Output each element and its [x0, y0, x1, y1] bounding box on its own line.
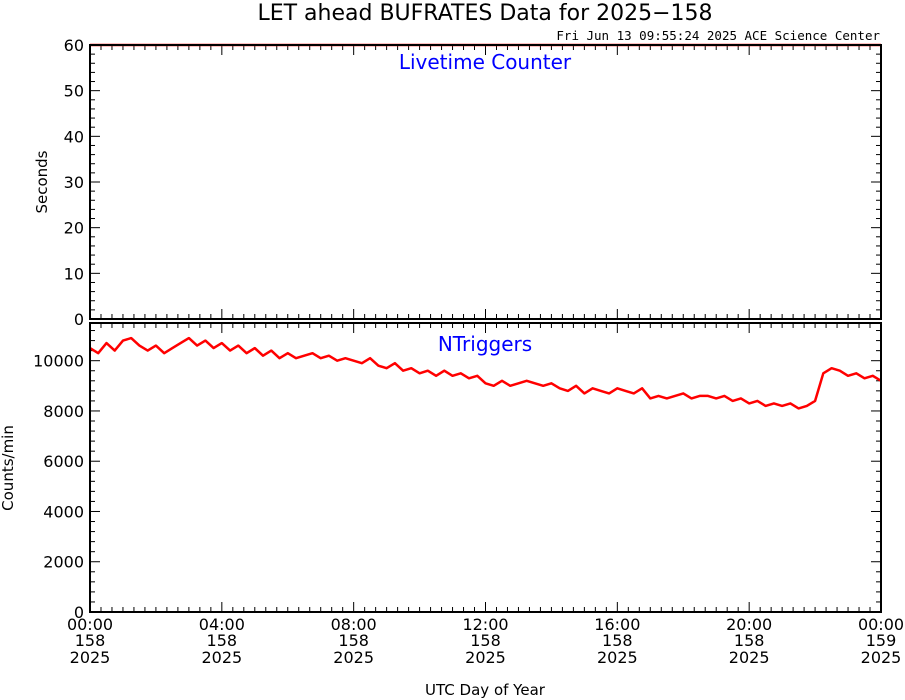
xtick-label-time: 00:00 [67, 615, 113, 634]
chart-title: LET ahead BUFRATES Data for 2025−158 [257, 1, 712, 26]
livetime-ytick-label: 0 [74, 310, 84, 329]
livetime-y-axis-label: Seconds [33, 150, 51, 213]
livetime-ytick-label: 40 [64, 127, 84, 146]
livetime-ytick-label: 20 [64, 219, 84, 238]
ntriggers-ytick-label: 10000 [33, 352, 84, 371]
xtick-label-year: 2025 [201, 648, 242, 667]
xtick-label-time: 08:00 [331, 615, 377, 634]
ntriggers-series-line [89, 336, 882, 410]
xtick-label-doy: 158 [207, 631, 238, 650]
timestamp: Fri Jun 13 09:55:24 2025 ACE Science Cen… [556, 28, 880, 43]
ntriggers-panel: 0 2000 4000 6000 8000 10000 NTriggers Counts/mi… [0, 322, 882, 622]
xtick-label-time: 16:00 [594, 615, 640, 634]
livetime-ytick-label: 50 [64, 82, 84, 101]
livetime-frame [89, 44, 882, 320]
livetime-ytick-label: 30 [64, 173, 84, 192]
ntriggers-ytick-label: 0 [74, 603, 84, 622]
xtick-label-time: 04:00 [199, 615, 245, 634]
xtick-label-doy: 158 [602, 631, 633, 650]
ntriggers-frame [89, 322, 882, 613]
ntriggers-y-axis-label: Counts/min [0, 425, 17, 511]
xtick-label-doy: 158 [338, 631, 369, 650]
xtick-label-time: 12:00 [462, 615, 508, 634]
x-axis-label: UTC Day of Year [425, 681, 546, 699]
xtick-label-year: 2025 [333, 648, 374, 667]
livetime-panel-title: Livetime Counter [399, 50, 572, 74]
xtick-label-doy: 158 [75, 631, 106, 650]
livetime-ytick-label: 60 [64, 36, 84, 55]
ntriggers-ytick-label: 4000 [43, 502, 84, 521]
xtick-label-year: 2025 [729, 648, 770, 667]
xtick-label-year: 2025 [465, 648, 506, 667]
ntriggers-panel-title: NTriggers [438, 332, 532, 356]
ntriggers-ytick-label: 6000 [43, 452, 84, 471]
xtick-label-time: 00:00 [858, 615, 904, 634]
xtick-label-year: 2025 [597, 648, 638, 667]
xtick-label-year: 2025 [70, 648, 111, 667]
livetime-panel: 0 10 20 30 40 50 60 Livetime Counter Seconds [33, 36, 882, 329]
xtick-label-time: 20:00 [726, 615, 772, 634]
xtick-label-doy: 159 [866, 631, 897, 650]
livetime-ytick-label: 10 [64, 264, 84, 283]
x-axis: 00:00158202504:00158202508:00158202512:0… [67, 615, 904, 667]
ntriggers-ytick-label: 8000 [43, 402, 84, 421]
ntriggers-ytick-label: 2000 [43, 553, 84, 572]
xtick-label-doy: 158 [734, 631, 765, 650]
xtick-label-year: 2025 [861, 648, 902, 667]
xtick-label-doy: 158 [470, 631, 501, 650]
